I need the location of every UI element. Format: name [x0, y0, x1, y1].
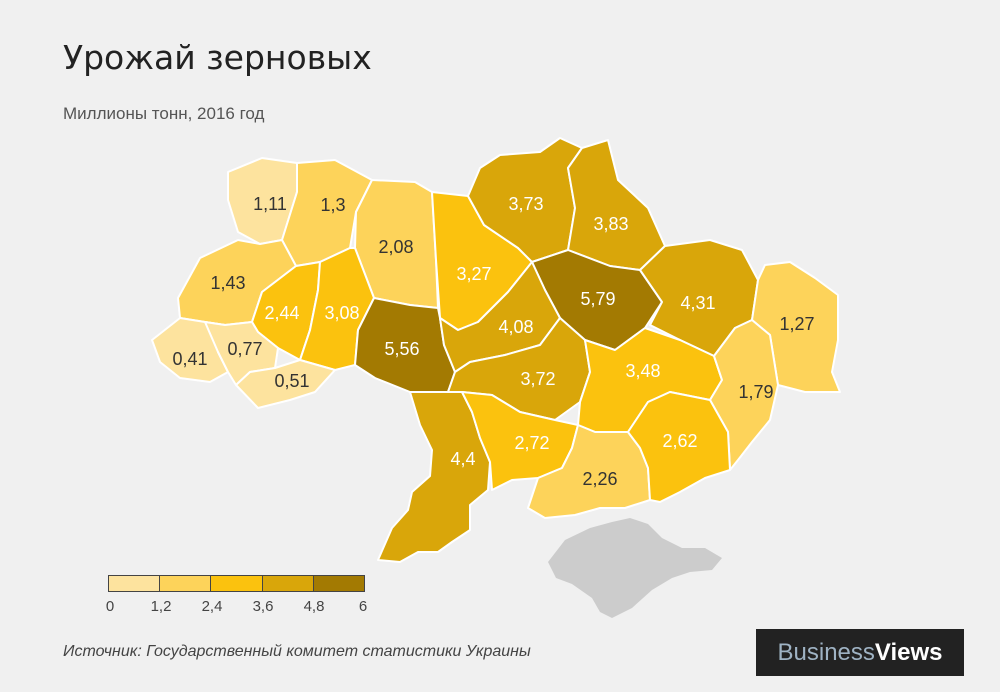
legend-ticks: 0 1,2 2,4 3,6 4,8 6	[105, 598, 378, 618]
label-khmelnytskyi: 3,08	[324, 303, 359, 323]
label-chernivtsi: 0,51	[274, 371, 309, 391]
legend-tick: 6	[358, 598, 368, 615]
label-zakarpattia: 0,41	[172, 349, 207, 369]
label-odesa: 4,4	[450, 449, 475, 469]
label-kirovohrad: 3,72	[520, 369, 555, 389]
label-ternopil: 2,44	[264, 303, 299, 323]
label-dnipro: 3,48	[625, 361, 660, 381]
region-sumy[interactable]	[567, 139, 666, 271]
label-kyiv: 3,27	[456, 264, 491, 284]
legend-color-scale	[108, 575, 365, 592]
businessviews-logo: Business Views	[756, 629, 964, 676]
map-title: Урожай зерновых	[63, 38, 372, 77]
label-kherson: 2,26	[582, 469, 617, 489]
label-chernihiv: 3,73	[508, 194, 543, 214]
legend: 0 1,2 2,4 3,6 4,8 6	[105, 575, 378, 618]
legend-tick: 1,2	[150, 598, 172, 615]
region-zaporizhzhia[interactable]	[627, 391, 731, 503]
label-sumy: 3,83	[593, 214, 628, 234]
region-crimea	[548, 518, 722, 618]
legend-swatch	[313, 576, 365, 591]
label-poltava: 5,79	[580, 289, 615, 309]
legend-tick: 0	[105, 598, 115, 615]
label-cherkasy: 4,08	[498, 317, 533, 337]
label-donetsk: 1,79	[738, 382, 773, 402]
legend-swatch	[109, 576, 161, 591]
legend-swatch	[262, 576, 314, 591]
label-rivne: 1,3	[320, 195, 345, 215]
label-ivano-frankivsk: 0,77	[227, 339, 262, 359]
legend-swatch	[160, 576, 212, 591]
logo-part-business: Business	[777, 638, 875, 666]
label-volyn: 1,11	[253, 194, 287, 214]
region-chernivtsi[interactable]	[235, 359, 336, 409]
label-lviv: 1,43	[210, 273, 245, 293]
legend-tick: 4,8	[303, 598, 325, 615]
legend-tick: 3,6	[252, 598, 274, 615]
logo-part-views: Views	[874, 638, 943, 666]
legend-tick: 2,4	[201, 598, 223, 615]
label-kharkiv: 4,31	[680, 293, 715, 313]
legend-swatch	[211, 576, 263, 591]
label-zhytomyr: 2,08	[378, 237, 413, 257]
label-luhansk: 1,27	[779, 314, 814, 334]
map-subtitle: Миллионы тонн, 2016 год	[63, 104, 265, 123]
source-note: Источник: Государственный комитет статис…	[63, 643, 531, 660]
label-zaporizhzhia: 2,62	[662, 431, 697, 451]
label-vinnytsia: 5,56	[384, 339, 419, 359]
label-mykolaiv: 2,72	[514, 433, 549, 453]
